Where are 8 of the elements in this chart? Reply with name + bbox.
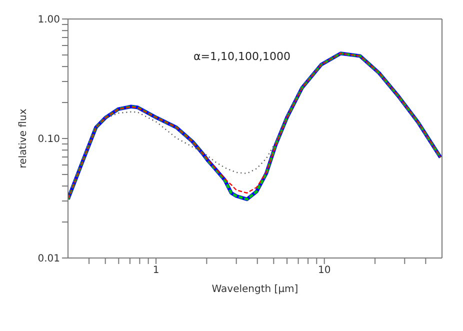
x-tick-label: 10 [318, 265, 331, 276]
y-axis-title: relative flux [18, 108, 29, 168]
y-tick-label: 0.01 [38, 254, 60, 265]
x-tick-label: 1 [152, 265, 160, 276]
y-tick-label: 0.10 [38, 134, 60, 146]
annotation: α=1,10,100,1000 [194, 50, 290, 63]
x-axis-title: Wavelength [μm] [212, 284, 298, 295]
y-tick-label: 1.00 [38, 14, 60, 26]
